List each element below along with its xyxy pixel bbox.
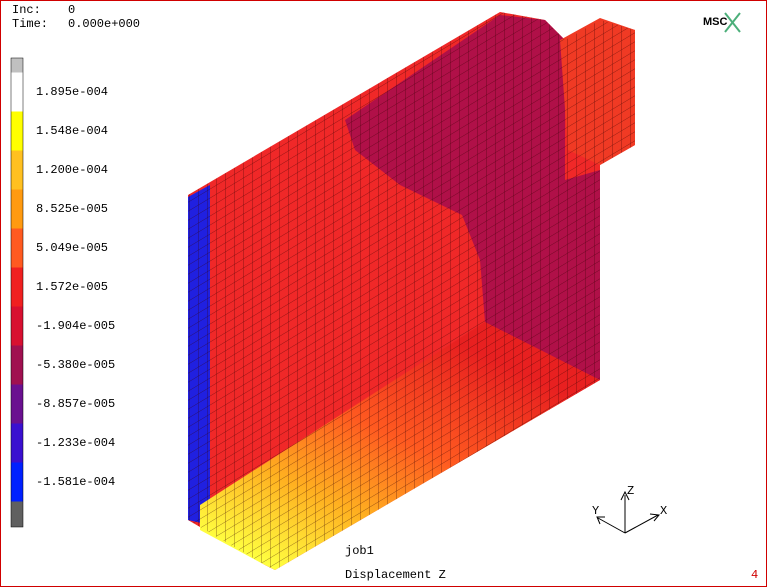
legend-label: 8.525e-005 [36,202,108,216]
job-name: job1 [345,544,374,558]
time-label: Time: [12,17,48,31]
legend-label: -8.857e-005 [36,397,115,411]
logo: MSC [703,12,741,33]
axis-triad [596,490,660,534]
legend-label: 1.548e-004 [36,124,108,138]
logo-mark [724,12,741,33]
legend-band [11,150,23,190]
legend-band [11,501,23,527]
logo-text: MSC [703,16,728,28]
y-axis [596,516,626,534]
legend-band [11,111,23,151]
legend-label: -1.904e-005 [36,319,115,333]
legend-band [11,267,23,307]
x-axis [624,513,660,534]
z-axis-label: Z [627,484,634,498]
legend-band [11,189,23,229]
legend-band [11,423,23,463]
legend-label: -1.581e-004 [36,475,115,489]
z-axis [620,490,630,533]
inc-value: 0 [68,3,75,17]
legend: 1.895e-004 1.548e-004 1.200e-004 8.525e-005… [10,57,115,528]
legend-band [11,462,23,502]
time-value: 0.000e+000 [68,17,140,31]
legend-label: 1.200e-004 [36,163,108,177]
legend-band [11,228,23,268]
legend-label: 1.895e-004 [36,85,108,99]
legend-band [11,58,23,73]
result-name: Displacement Z [345,568,446,582]
legend-band [11,345,23,385]
legend-band [11,72,23,112]
legend-label: -5.380e-005 [36,358,115,372]
legend-frame [10,57,24,528]
legend-label: -1.233e-004 [36,436,115,450]
inc-label: Inc: [12,3,41,17]
legend-band [11,384,23,424]
legend-label: 5.049e-005 [36,241,108,255]
legend-label: 1.572e-005 [36,280,108,294]
y-axis-label: Y [592,504,599,518]
x-axis-label: X [660,504,667,518]
page-number: 4 [751,568,758,582]
legend-band [11,306,23,346]
